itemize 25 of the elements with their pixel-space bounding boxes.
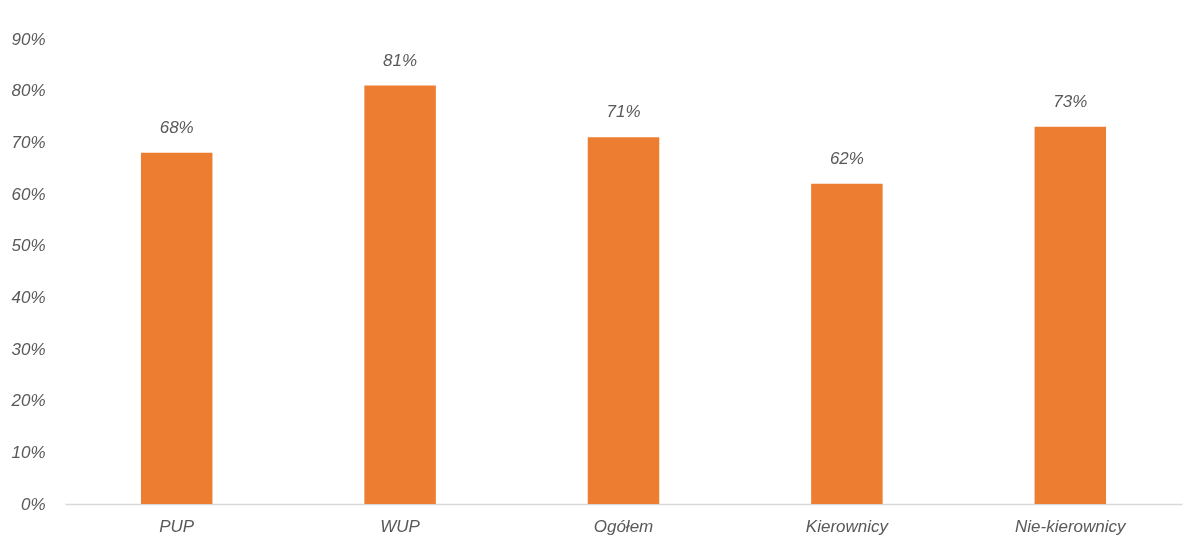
x-tick-label: WUP — [380, 516, 421, 536]
x-tick-label: Nie-kierownicy — [1015, 516, 1128, 536]
y-tick-label: 60% — [11, 184, 46, 204]
y-tick-label: 70% — [11, 132, 46, 152]
bar — [587, 137, 660, 504]
bar — [140, 152, 213, 504]
x-tick-label: Ogółem — [593, 516, 654, 536]
y-tick-label: 0% — [20, 494, 46, 514]
data-label: 73% — [1053, 91, 1088, 111]
bar — [1034, 126, 1107, 504]
y-tick-label: 30% — [11, 339, 46, 359]
data-label: 71% — [606, 102, 641, 122]
y-tick-label: 90% — [11, 29, 46, 49]
y-tick-label: 40% — [11, 287, 46, 307]
data-label: 68% — [159, 117, 194, 137]
data-label: 62% — [829, 148, 864, 168]
y-tick-label: 20% — [10, 391, 46, 411]
y-tick-label: 80% — [11, 81, 46, 101]
y-tick-label: 10% — [11, 442, 46, 462]
y-tick-label: 50% — [11, 236, 46, 256]
x-tick-label: Kierownicy — [805, 516, 890, 536]
bar — [364, 85, 436, 504]
x-tick-label: PUP — [159, 516, 195, 536]
data-label: 81% — [383, 50, 418, 70]
bar — [811, 183, 883, 504]
